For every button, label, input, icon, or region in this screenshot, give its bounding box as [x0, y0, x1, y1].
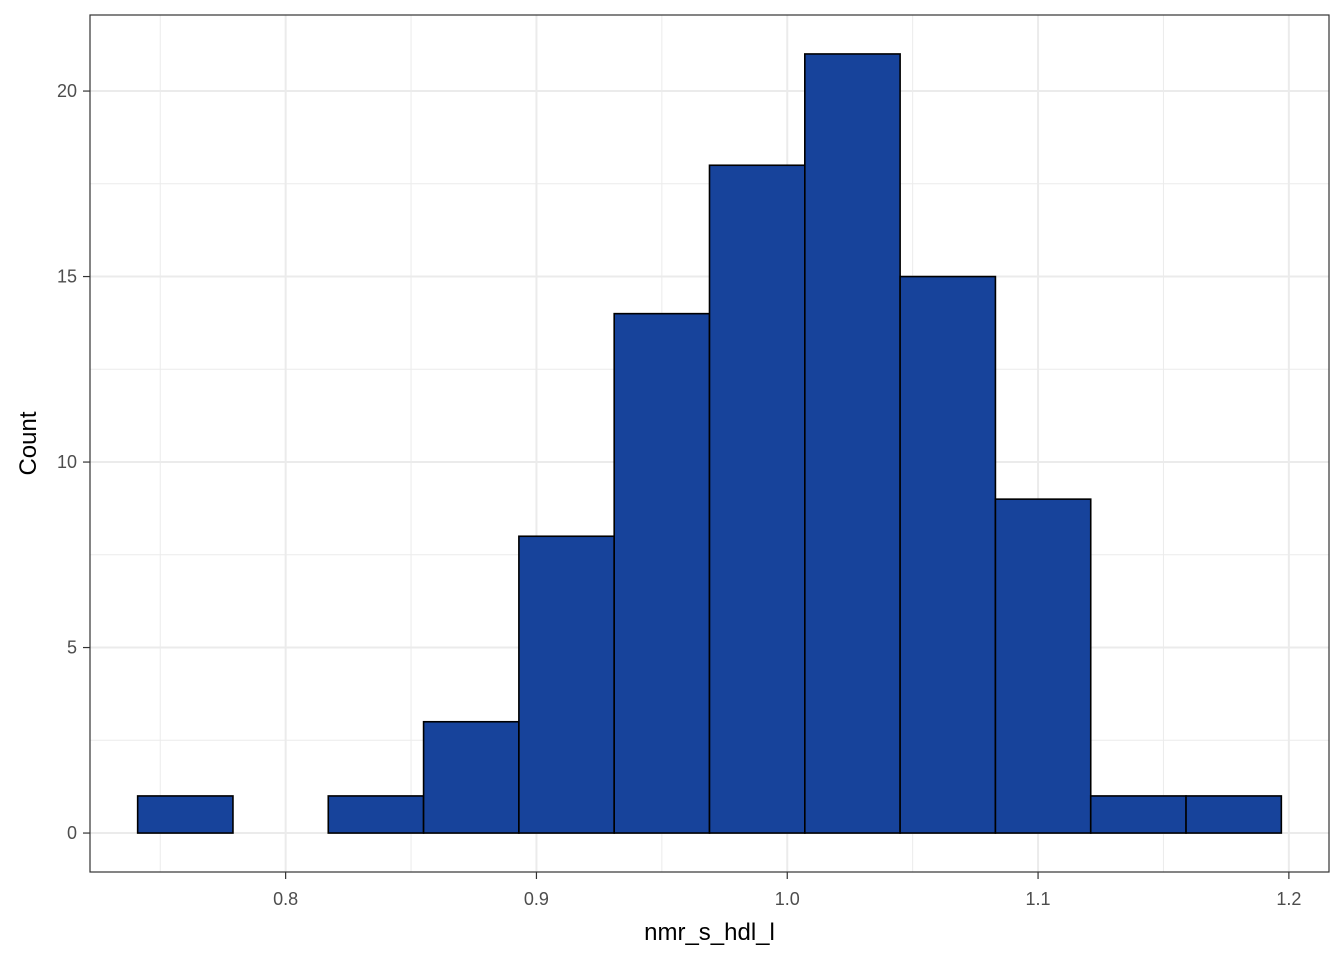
x-tick-label: 1.0: [775, 889, 800, 909]
histogram-bar-11: [1089, 795, 1187, 834]
histogram-bar-7: [708, 164, 806, 834]
y-tick-label: 10: [57, 452, 77, 472]
y-tick-label: 15: [57, 267, 77, 287]
x-axis-title: nmr_s_hdl_l: [644, 919, 775, 946]
histogram-bar-4: [422, 720, 520, 834]
histogram-bar-5: [518, 535, 615, 834]
x-tick-label: 1.2: [1276, 889, 1301, 909]
plot-border: [89, 14, 1330, 873]
histogram-bar-8: [804, 53, 901, 834]
y-tick-label: 0: [67, 823, 77, 843]
histogram-bar-9: [899, 275, 997, 834]
histogram-bar-1: [136, 795, 234, 834]
x-tick-label: 0.8: [273, 889, 298, 909]
histogram-bar-3: [327, 795, 425, 834]
histogram-bar-12: [1185, 795, 1283, 834]
y-tick-label: 20: [57, 81, 77, 101]
y-axis: 0 5 10 15 20: [57, 81, 90, 843]
histogram-bar-6: [613, 312, 711, 834]
histogram-bars: [136, 53, 1283, 834]
y-axis-title: Count: [15, 411, 42, 475]
x-tick-label: 0.9: [524, 889, 549, 909]
histogram-bar-10: [994, 498, 1092, 834]
x-tick-label: 1.1: [1026, 889, 1051, 909]
x-axis: 0.8 0.9 1.0 1.1 1.2: [273, 872, 1301, 909]
y-tick-label: 5: [67, 638, 77, 658]
